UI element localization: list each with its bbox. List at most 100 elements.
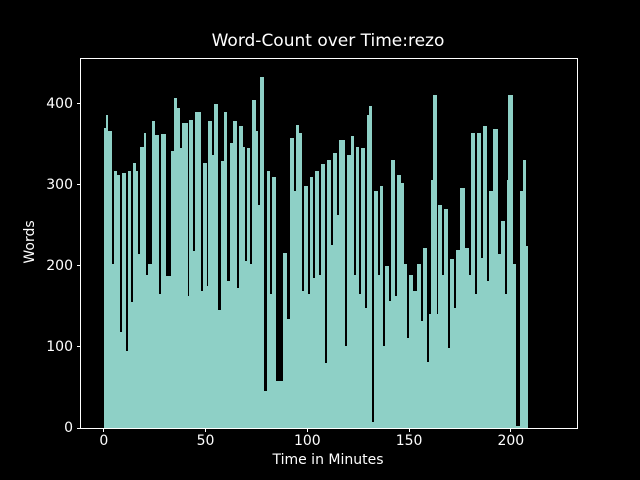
bar — [140, 146, 144, 428]
bar — [506, 179, 509, 428]
bar — [408, 274, 413, 428]
bar — [500, 221, 505, 428]
bar — [401, 183, 404, 428]
bar — [131, 301, 134, 428]
bar — [465, 247, 469, 428]
bar — [264, 390, 267, 428]
bar — [187, 295, 190, 428]
bar — [504, 294, 507, 428]
bar — [105, 114, 109, 428]
bar — [233, 121, 237, 428]
x-tick-mark — [205, 428, 207, 432]
bar — [155, 135, 160, 428]
bar — [420, 320, 423, 428]
bar — [113, 170, 118, 428]
bar — [208, 121, 213, 428]
bar — [246, 148, 251, 428]
bar — [436, 314, 439, 428]
bar — [331, 244, 334, 428]
bar — [380, 186, 384, 428]
bar — [133, 162, 137, 428]
bar — [111, 264, 114, 428]
bar — [189, 119, 194, 428]
bar — [426, 362, 430, 428]
x-tick-label: 150 — [395, 433, 423, 449]
bar — [492, 128, 499, 428]
bar — [307, 294, 310, 428]
bar — [430, 179, 434, 428]
bar — [256, 131, 259, 428]
bar — [394, 295, 398, 428]
bar — [525, 245, 529, 428]
y-axis-label: Words — [22, 220, 38, 264]
bar — [412, 290, 417, 428]
x-axis-label: Time in Minutes — [272, 452, 384, 468]
bar — [422, 247, 427, 428]
bar — [125, 350, 128, 428]
bar — [488, 191, 493, 428]
bar — [404, 264, 407, 428]
bar — [224, 111, 228, 428]
bar — [374, 191, 379, 428]
bar — [296, 124, 299, 428]
bar — [180, 148, 182, 428]
bar — [250, 264, 253, 428]
bar — [108, 131, 112, 428]
bar — [212, 154, 214, 428]
bar — [260, 76, 265, 428]
bar — [309, 176, 314, 428]
bar — [442, 274, 445, 428]
bar — [416, 264, 421, 428]
y-tick-mark — [77, 103, 81, 105]
bar — [346, 154, 351, 428]
bar — [390, 159, 395, 428]
bar — [120, 332, 123, 428]
x-tick-label: 50 — [196, 433, 215, 449]
bar — [206, 286, 209, 428]
bar — [383, 346, 386, 428]
bar — [202, 162, 207, 428]
bar — [454, 307, 457, 428]
bar — [146, 274, 149, 428]
bar — [304, 186, 308, 428]
bar — [512, 264, 516, 428]
bar — [354, 274, 357, 428]
plot-area: 0 50 100 150 200 0 100 200 300 400 — [46, 58, 578, 449]
bar — [298, 132, 303, 428]
bar — [227, 281, 230, 428]
y-tick-label: 100 — [46, 338, 73, 355]
bar — [193, 251, 196, 428]
bar — [266, 170, 271, 428]
bar — [319, 274, 322, 428]
bar — [508, 94, 513, 428]
bar — [470, 132, 475, 428]
bar — [333, 153, 338, 428]
bar — [160, 134, 167, 428]
y-tick-label: 200 — [46, 257, 73, 274]
bar — [283, 252, 288, 428]
bar — [356, 146, 360, 428]
bar — [122, 172, 126, 428]
bar — [213, 104, 218, 428]
bar — [520, 191, 524, 428]
x-tick-mark — [408, 428, 410, 432]
bar — [444, 209, 449, 428]
bar — [181, 123, 188, 428]
bar — [406, 337, 409, 428]
bar — [270, 294, 273, 428]
bar — [103, 127, 106, 428]
bar — [429, 314, 431, 428]
bar — [327, 159, 332, 428]
bar — [480, 257, 483, 428]
bar — [438, 204, 443, 428]
bar — [302, 290, 305, 428]
bar — [482, 126, 487, 428]
bar — [361, 148, 365, 428]
bar — [523, 160, 526, 428]
bar — [448, 347, 451, 428]
x-tick-label: 200 — [497, 433, 525, 449]
x-tick-label: 100 — [293, 433, 321, 449]
bar — [315, 170, 320, 428]
bar — [173, 97, 178, 428]
